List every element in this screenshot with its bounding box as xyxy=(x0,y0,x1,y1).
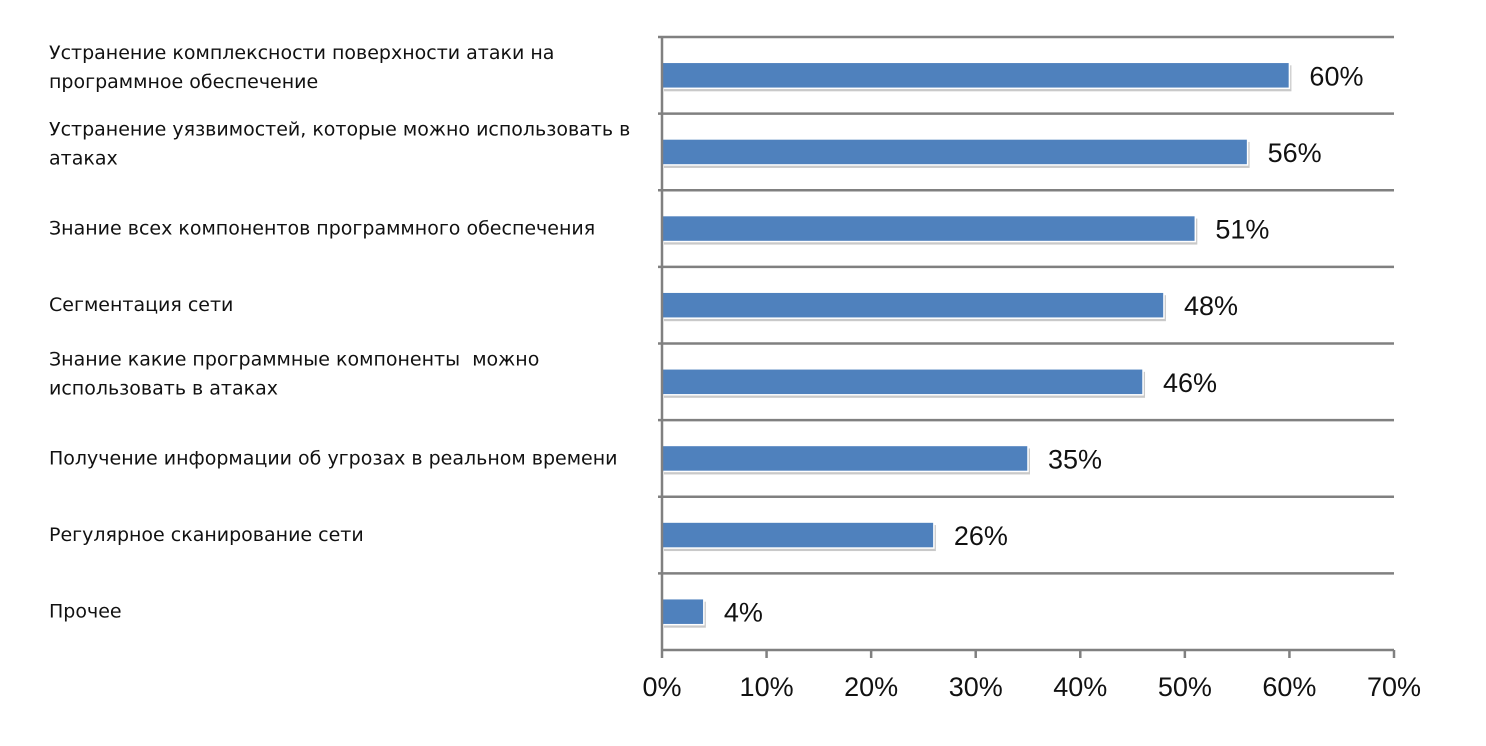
x-tick-label: 50% xyxy=(1158,672,1212,702)
bar xyxy=(661,291,1165,319)
category-label: программное обеспечение xyxy=(49,71,318,93)
bar xyxy=(661,521,935,549)
category-label: Знание всех компонентов программного обе… xyxy=(49,218,595,240)
category-label: использовать в атаках xyxy=(49,377,278,399)
value-labels: 60% 56% 51% 48% 46% 35% 26% 4% xyxy=(724,61,1364,627)
category-label: Знание какие программные компоненты можн… xyxy=(49,348,539,370)
category-label: Получение информации об угрозах в реальн… xyxy=(49,447,618,469)
bar-value-label: 51% xyxy=(1215,215,1269,245)
bar-value-label: 35% xyxy=(1048,444,1102,474)
category-label: Прочее xyxy=(49,601,122,623)
category-labels: Устранение комплексности поверхности ата… xyxy=(49,42,630,623)
category-label: Сегментация сети xyxy=(49,294,233,316)
bar-value-label: 26% xyxy=(954,521,1008,551)
gridlines xyxy=(658,35,1394,575)
bar xyxy=(661,444,1029,473)
bar xyxy=(661,138,1249,166)
category-label: Устранение уязвимостей, которые можно ис… xyxy=(49,118,630,140)
bar-value-label: 4% xyxy=(724,598,763,628)
category-label: Регулярное сканирование сети xyxy=(49,524,364,546)
bar-value-label: 46% xyxy=(1163,368,1217,398)
bar-value-label: 60% xyxy=(1309,61,1363,91)
x-ticks: 0% 10% 20% 30% 40% 50% 60% 70% xyxy=(642,650,1421,702)
x-tick-label: 40% xyxy=(1053,672,1107,702)
bars xyxy=(661,61,1292,628)
x-tick-label: 0% xyxy=(642,672,681,702)
category-label: атаках xyxy=(49,147,118,169)
x-tick-label: 20% xyxy=(844,672,898,702)
bar-value-label: 56% xyxy=(1268,138,1322,168)
bar-value-label: 48% xyxy=(1184,291,1238,321)
bar xyxy=(661,61,1291,90)
bar xyxy=(661,368,1144,396)
x-tick-label: 10% xyxy=(740,672,794,702)
x-tick-label: 60% xyxy=(1262,672,1316,702)
bar xyxy=(661,597,705,626)
x-tick-label: 70% xyxy=(1367,672,1421,702)
x-tick-label: 30% xyxy=(949,672,1003,702)
axes xyxy=(660,37,1394,652)
category-label: Устранение комплексности поверхности ата… xyxy=(49,42,554,64)
bar xyxy=(661,214,1197,243)
